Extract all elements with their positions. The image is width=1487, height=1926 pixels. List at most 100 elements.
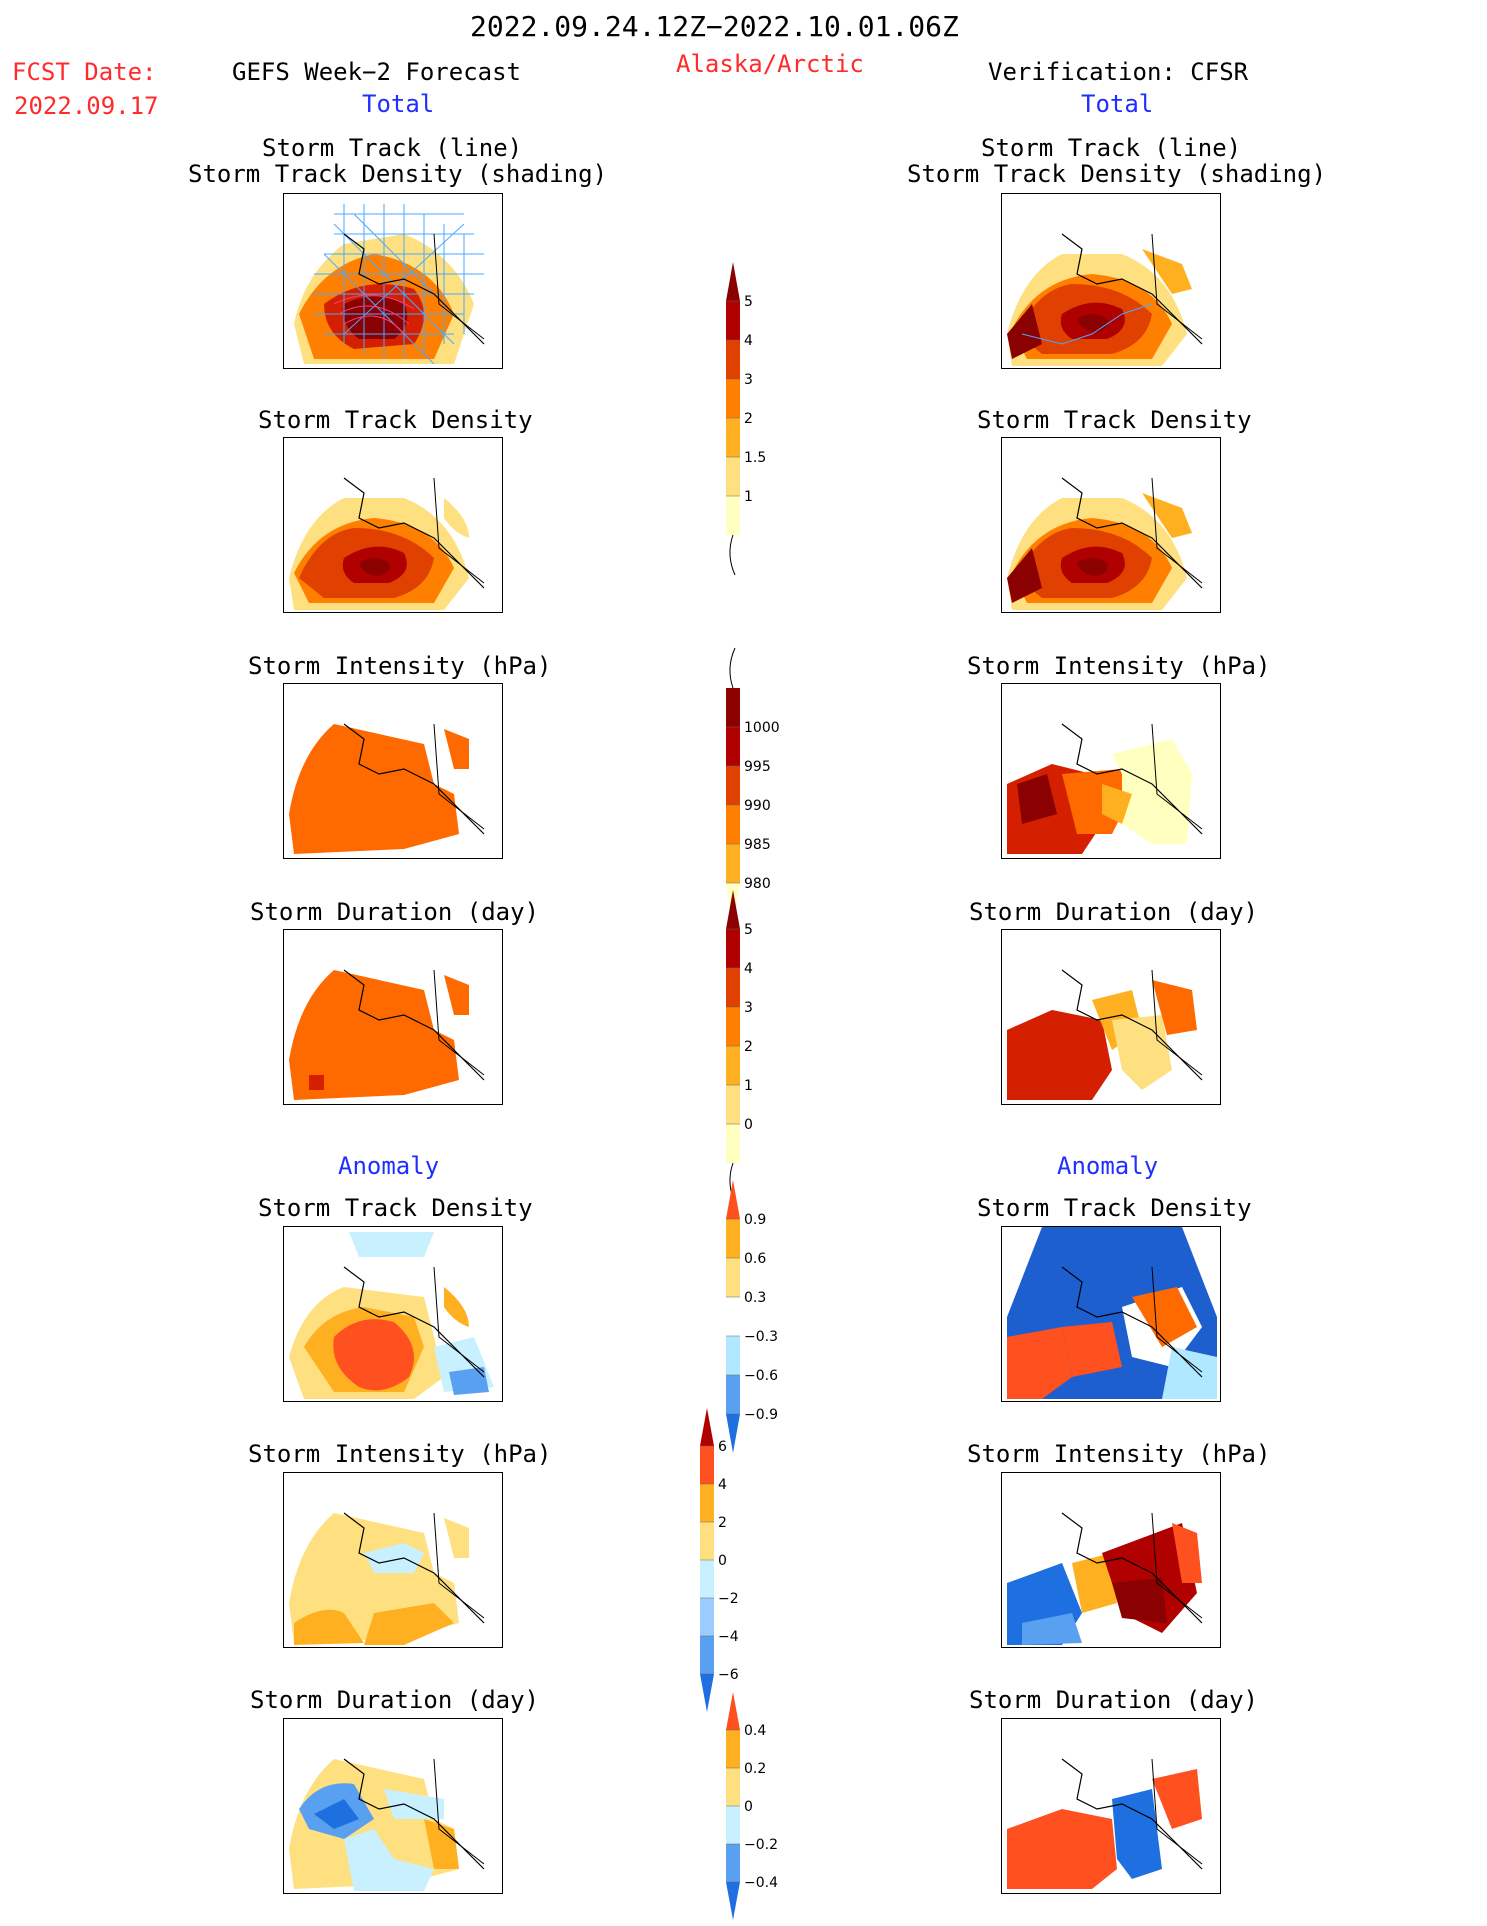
colorbar-tick-label: 0.2 xyxy=(744,1761,766,1777)
colorbar-tick-label: 2 xyxy=(744,411,753,427)
map-right-intensity xyxy=(1001,683,1221,859)
left-title-7: Storm Duration (day) xyxy=(250,1686,539,1714)
colorbar-segment xyxy=(726,1258,740,1297)
right-title-1a: Storm Track (line) xyxy=(981,134,1242,162)
map-left-anom-intensity xyxy=(283,1472,503,1648)
colorbar-segment xyxy=(726,968,740,1007)
period-title: 2022.09.24.12Z−2022.10.01.06Z xyxy=(470,10,959,43)
colorbar-segment xyxy=(726,1730,740,1768)
colorbar-segment xyxy=(700,1636,714,1674)
colorbar-segment xyxy=(726,688,740,727)
colorbar-segment xyxy=(726,1844,740,1882)
colorbar-tick-label: 5 xyxy=(744,294,753,310)
left-title-6: Storm Intensity (hPa) xyxy=(248,1440,552,1468)
colorbar-tick-label: −6 xyxy=(718,1667,739,1683)
left-title-4: Storm Duration (day) xyxy=(250,898,539,926)
colorbar-tick-label: 4 xyxy=(718,1477,727,1493)
map-right-track-density xyxy=(1001,437,1221,613)
colorbar-tick-label: −2 xyxy=(718,1591,739,1607)
left-title-1a: Storm Track (line) xyxy=(262,134,523,162)
colorbar-anom-intensity: 6 4 2 0 −2 −4 −6 xyxy=(698,1408,778,1722)
left-title-2: Storm Track Density xyxy=(258,406,533,434)
fcst-date-value: 2022.09.17 xyxy=(14,92,159,120)
colorbar-segment xyxy=(700,1598,714,1636)
colorbar-segment xyxy=(726,1336,740,1375)
colorbar-intensity: 1000 995 990 985 980 xyxy=(724,647,804,922)
colorbar-tick-label: 1 xyxy=(744,489,753,505)
right-title-2: Storm Track Density xyxy=(977,406,1252,434)
colorbar-tick-label: 0.4 xyxy=(744,1723,766,1739)
colorbar-segment xyxy=(726,766,740,805)
map-left-anom-density xyxy=(283,1226,503,1402)
colorbar-tick-label: −0.6 xyxy=(744,1368,778,1384)
colorbar-segment xyxy=(726,1007,740,1046)
colorbar-tick-label: 3 xyxy=(744,1000,753,1016)
colorbar-tick-label: 4 xyxy=(744,961,753,977)
left-title-3: Storm Intensity (hPa) xyxy=(248,652,552,680)
colorbar-segment xyxy=(726,1768,740,1806)
left-column-title: GEFS Week−2 Forecast xyxy=(232,58,521,86)
colorbar-segment xyxy=(726,1882,740,1920)
colorbar-tick-label: 4 xyxy=(744,333,753,349)
colorbar-tail xyxy=(729,647,736,689)
right-title-5: Storm Track Density xyxy=(977,1194,1252,1222)
colorbar-segment xyxy=(726,727,740,766)
colorbar-tick-label: 0.3 xyxy=(744,1290,766,1306)
colorbar-segment xyxy=(726,301,740,340)
colorbar-tick-label: 5 xyxy=(744,922,753,938)
colorbar-anom-duration: 0.4 0.2 0 −0.2 −0.4 xyxy=(724,1692,804,1926)
right-title-6: Storm Intensity (hPa) xyxy=(967,1440,1271,1468)
colorbar-segment xyxy=(726,418,740,457)
colorbar-segment xyxy=(726,1297,740,1336)
colorbar-segment xyxy=(726,805,740,844)
colorbar-segment xyxy=(726,496,740,535)
colorbar-tick-label: 0.6 xyxy=(744,1251,766,1267)
right-title-7: Storm Duration (day) xyxy=(969,1686,1258,1714)
left-anomaly-label: Anomaly xyxy=(338,1152,440,1180)
colorbar-segment xyxy=(726,1180,740,1219)
colorbar-tick-label: −0.4 xyxy=(744,1875,778,1891)
colorbar-segment xyxy=(726,1806,740,1844)
colorbar-segment xyxy=(726,1219,740,1258)
colorbar-segment xyxy=(700,1560,714,1598)
map-left-anom-duration xyxy=(283,1718,503,1894)
colorbar-tick-label: 980 xyxy=(744,876,771,892)
map-left-intensity xyxy=(283,683,503,859)
colorbar-segment xyxy=(726,844,740,883)
colorbar-segment xyxy=(726,1085,740,1124)
map-left-track-density xyxy=(283,437,503,613)
colorbar-segment xyxy=(726,1124,740,1163)
map-right-anom-intensity xyxy=(1001,1472,1221,1648)
map-right-anom-duration xyxy=(1001,1718,1221,1894)
colorbar-tick-label: 985 xyxy=(744,837,771,853)
colorbar-segment xyxy=(700,1408,714,1446)
colorbar-tick-label: 3 xyxy=(744,372,753,388)
colorbar-segment xyxy=(726,890,740,929)
left-total-label: Total xyxy=(362,90,435,118)
right-column-title: Verification: CFSR xyxy=(988,58,1249,86)
colorbar-track-density: 5 4 3 2 1.5 1 xyxy=(724,262,804,576)
colorbar-segment xyxy=(726,457,740,496)
colorbar-anom-density: 0.9 0.6 0.3 −0.3 −0.6 −0.9 xyxy=(724,1180,804,1464)
left-title-5: Storm Track Density xyxy=(258,1194,533,1222)
left-title-1b: Storm Track Density (shading) xyxy=(188,160,608,188)
colorbar-segment xyxy=(726,929,740,968)
map-left-duration xyxy=(283,929,503,1105)
colorbar-tail xyxy=(729,534,736,576)
map-right-storm-track xyxy=(1001,193,1221,369)
colorbar-tick-label: 1000 xyxy=(744,720,780,736)
colorbar-tick-label: −4 xyxy=(718,1629,739,1645)
right-title-4: Storm Duration (day) xyxy=(969,898,1258,926)
right-title-3: Storm Intensity (hPa) xyxy=(967,652,1271,680)
fcst-date-label: FCST Date: xyxy=(12,58,157,86)
colorbar-segment xyxy=(700,1446,714,1484)
colorbar-segment xyxy=(726,1414,740,1453)
colorbar-segment xyxy=(726,379,740,418)
colorbar-segment xyxy=(726,1046,740,1085)
colorbar-segment xyxy=(726,1375,740,1414)
colorbar-tick-label: 0 xyxy=(744,1799,753,1815)
colorbar-tick-label: −0.9 xyxy=(744,1407,778,1423)
colorbar-segment xyxy=(726,340,740,379)
colorbar-tick-label: 2 xyxy=(718,1515,727,1531)
colorbar-duration: 5 4 3 2 1 0 xyxy=(724,890,804,1204)
